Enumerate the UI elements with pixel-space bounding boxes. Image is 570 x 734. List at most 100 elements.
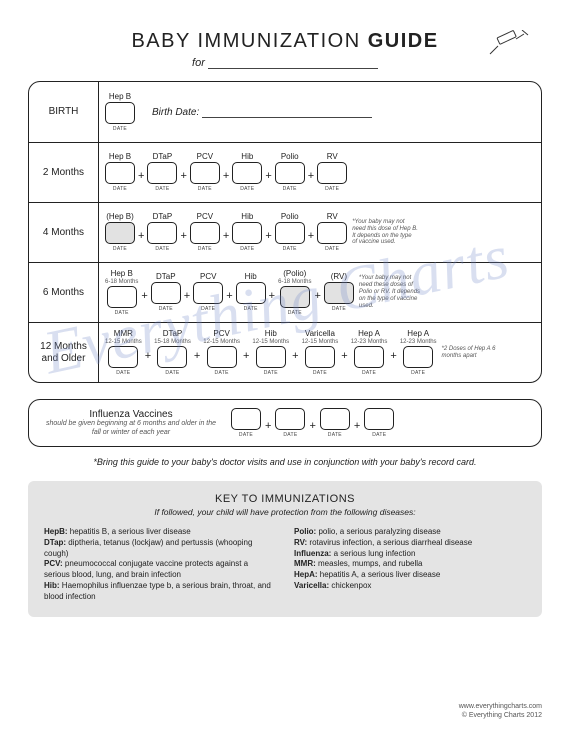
vaccine-name: Hep B — [109, 93, 131, 101]
vaccine-name: PCV — [213, 330, 229, 338]
vaccine-name: Hep A — [358, 330, 380, 338]
date-label: DATE — [155, 186, 169, 192]
credits: www.everythingcharts.com © Everything Ch… — [459, 702, 542, 720]
birthdate-blank[interactable] — [202, 117, 372, 118]
date-box[interactable] — [275, 222, 305, 244]
vaccine-name: Hib — [241, 213, 253, 221]
date-label: DATE — [288, 310, 302, 316]
date-box[interactable] — [105, 222, 135, 244]
date-box[interactable] — [190, 222, 220, 244]
vaccine-name: DTaP — [163, 330, 183, 338]
key-col-right: Polio: polio, a serious paralyzing disea… — [294, 527, 526, 603]
date-box[interactable] — [193, 282, 223, 304]
flu-title: Influenza Vaccines — [41, 409, 221, 420]
flu-text: Influenza Vaccines should be given begin… — [41, 409, 221, 436]
vaccine-box: DTaPDATE — [147, 213, 177, 252]
date-label: DATE — [198, 186, 212, 192]
vaccine-box: Hep A12-23 MonthsDATE — [351, 330, 388, 376]
vaccine-sub: 15-18 Months — [154, 339, 191, 345]
date-box[interactable] — [147, 162, 177, 184]
vaccine-box: HibDATE — [232, 153, 262, 192]
age-cell: 12 Months and Older — [29, 323, 99, 382]
date-box[interactable] — [147, 222, 177, 244]
age-cell: 4 Months — [29, 203, 99, 262]
birthdate-line: Birth Date: — [152, 107, 372, 118]
vaccine-name: Hib — [241, 153, 253, 161]
plus-icon: + — [292, 350, 298, 362]
vaccine-name: Hep B — [111, 270, 133, 278]
plus-icon: + — [145, 350, 151, 362]
date-box[interactable] — [275, 408, 305, 430]
date-box[interactable] — [256, 346, 286, 368]
vaccine-box: Hep A12-23 MonthsDATE — [400, 330, 437, 376]
vaccine-box: HibDATE — [232, 213, 262, 252]
date-box[interactable] — [232, 162, 262, 184]
date-box[interactable] — [354, 346, 384, 368]
date-label: DATE — [313, 370, 327, 376]
for-label: for — [192, 57, 208, 69]
date-box[interactable] — [403, 346, 433, 368]
flu-sub: should be given beginning at 6 months an… — [41, 420, 221, 436]
date-box[interactable] — [317, 222, 347, 244]
vaccine-cell: Hep BDATE+DTaPDATE+PCVDATE+HibDATE+Polio… — [99, 143, 541, 202]
flu-date-box: DATE — [364, 408, 394, 438]
date-box[interactable] — [231, 408, 261, 430]
vaccine-sub: 12-23 Months — [400, 339, 437, 345]
row-note: *2 Doses of Hep A 6 months apart — [440, 346, 508, 360]
flu-date-box: DATE — [275, 408, 305, 438]
schedule-row: 2 MonthsHep BDATE+DTaPDATE+PCVDATE+HibDA… — [29, 142, 541, 202]
plus-icon: + — [184, 290, 190, 302]
date-box[interactable] — [232, 222, 262, 244]
date-box[interactable] — [107, 286, 137, 308]
date-box[interactable] — [275, 162, 305, 184]
date-label: DATE — [198, 246, 212, 252]
date-box[interactable] — [108, 346, 138, 368]
plus-icon: + — [341, 350, 347, 362]
date-box[interactable] — [151, 282, 181, 304]
vaccine-box: RV DATE — [317, 213, 347, 252]
key-item: PCV: pneumococcal conjugate vaccine prot… — [44, 559, 276, 581]
vaccine-box: PCVDATE — [193, 273, 223, 312]
plus-icon: + — [138, 230, 144, 242]
date-box[interactable] — [324, 282, 354, 304]
date-label: DATE — [332, 306, 346, 312]
date-box[interactable] — [320, 408, 350, 430]
vaccine-name: Polio — [281, 213, 299, 221]
date-label: DATE — [411, 370, 425, 376]
date-box[interactable] — [280, 286, 310, 308]
plus-icon: + — [141, 290, 147, 302]
vaccine-box: Hep BDATE — [105, 93, 135, 132]
for-blank[interactable] — [208, 68, 378, 69]
date-label: DATE — [325, 246, 339, 252]
vaccine-cell: Hep B6-18 MonthsDATE+DTaPDATE+PCVDATE+Hi… — [99, 263, 541, 322]
vaccine-box: DTaPDATE — [151, 273, 181, 312]
plus-icon: + — [265, 170, 271, 182]
key-item: HepB: hepatitis B, a serious liver disea… — [44, 527, 276, 538]
vaccine-box: (Hep B)DATE — [105, 213, 135, 252]
vaccine-name: Hib — [245, 273, 257, 281]
date-box[interactable] — [317, 162, 347, 184]
vaccine-box: PolioDATE — [275, 153, 305, 192]
vaccine-box: MMR12-15 MonthsDATE — [105, 330, 142, 376]
key-item: RV: rotavirus infection, a serious diarr… — [294, 538, 526, 549]
date-box[interactable] — [157, 346, 187, 368]
date-box[interactable] — [190, 162, 220, 184]
date-box[interactable] — [364, 408, 394, 430]
plus-icon: + — [180, 230, 186, 242]
date-box[interactable] — [236, 282, 266, 304]
schedule-row: 4 Months(Hep B)DATE+DTaPDATE+PCVDATE+Hib… — [29, 202, 541, 262]
vaccine-sub: 12-15 Months — [105, 339, 142, 345]
date-box[interactable] — [105, 162, 135, 184]
credits-url: www.everythingcharts.com — [459, 702, 542, 711]
date-box[interactable] — [105, 102, 135, 124]
key-item: Hib: Haemophilus influenzae type b, a se… — [44, 581, 276, 603]
key-item: Polio: polio, a serious paralyzing disea… — [294, 527, 526, 538]
date-box[interactable] — [305, 346, 335, 368]
date-label: DATE — [325, 186, 339, 192]
vaccine-sub: 6-18 Months — [105, 279, 138, 285]
plus-icon: + — [314, 290, 320, 302]
vaccine-name: RV — [327, 213, 338, 221]
date-box[interactable] — [207, 346, 237, 368]
date-label: DATE — [328, 432, 342, 438]
vaccine-box: Hep B6-18 MonthsDATE — [105, 270, 138, 316]
